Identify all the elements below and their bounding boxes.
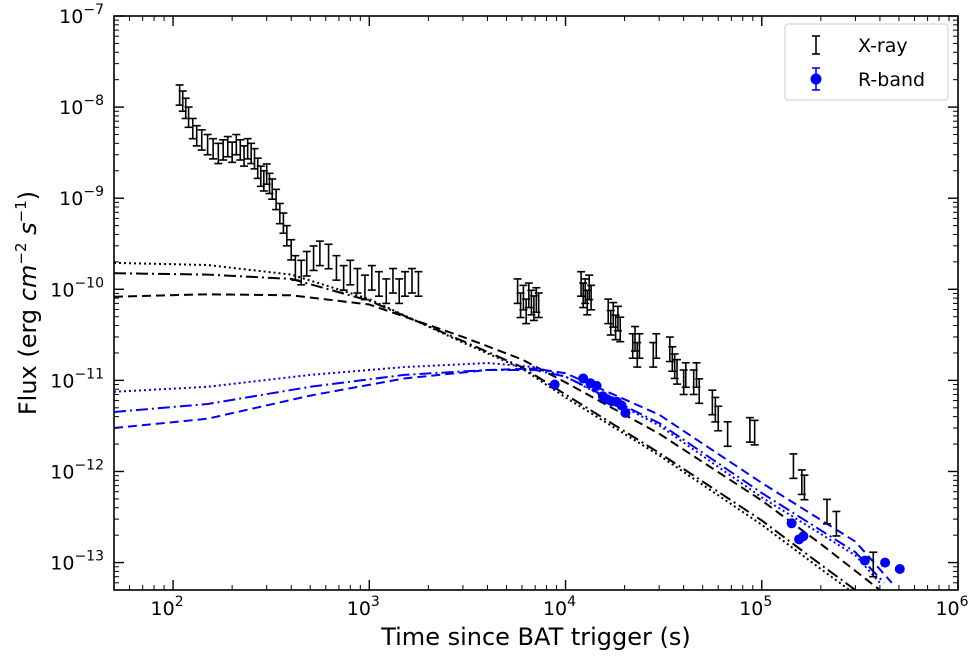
legend-rband-marker xyxy=(810,67,822,91)
rband-point xyxy=(616,400,627,411)
xray-point xyxy=(800,474,809,501)
model-curves xyxy=(113,261,893,591)
xray-point xyxy=(315,240,324,267)
plot-frame xyxy=(113,15,959,591)
xray-point xyxy=(209,137,218,160)
model-curve-black-dashdot xyxy=(113,272,856,591)
model-curve-blue-dotted xyxy=(113,361,881,584)
rband-point xyxy=(798,531,809,542)
x-tick-label: 102 xyxy=(151,594,184,620)
y-tick-label: 10−8 xyxy=(59,93,104,119)
xray-point xyxy=(302,250,311,277)
model-curve-black-dashed xyxy=(113,293,881,591)
y-tick-label: 10−7 xyxy=(59,2,104,28)
xray-point xyxy=(197,129,206,151)
y-tick-label: 10−13 xyxy=(50,549,104,575)
rband-point xyxy=(786,518,797,529)
rband-point xyxy=(578,373,589,384)
xray-point xyxy=(192,124,201,147)
xray-point xyxy=(400,270,409,297)
model-curve-blue-dashed xyxy=(113,367,893,584)
xray-point xyxy=(272,188,281,211)
xray-point xyxy=(407,267,416,294)
xray-point xyxy=(723,421,732,448)
xray-point xyxy=(228,141,237,164)
xray-point xyxy=(635,332,644,360)
axes: 102 103 104 105 106 10−13 10−12 10−11 10−10 10−9 1… xyxy=(50,2,968,620)
xray-point xyxy=(745,416,754,443)
xray-point xyxy=(360,274,369,301)
xray-point xyxy=(869,551,878,578)
legend-xray-label: X-ray xyxy=(858,35,908,57)
rband-point xyxy=(880,557,891,568)
xray-point xyxy=(832,510,841,537)
xray-point xyxy=(374,270,383,297)
xray-point xyxy=(367,264,376,291)
y-tick-label: 10−9 xyxy=(59,184,104,210)
xray-point xyxy=(332,254,341,281)
rband-point xyxy=(620,407,631,418)
y-tick-label: 10−11 xyxy=(50,366,104,392)
xray-point xyxy=(346,259,355,286)
xray-point xyxy=(388,267,397,294)
x-tick-label: 106 xyxy=(935,594,968,620)
xray-point xyxy=(414,270,423,297)
xray-point xyxy=(382,278,391,305)
xray-point xyxy=(534,292,543,319)
xray-point xyxy=(324,243,333,270)
xray-point xyxy=(395,278,404,305)
xray-point xyxy=(616,316,625,343)
xray-point xyxy=(309,245,318,272)
x-axis-title: Time since BAT trigger (s) xyxy=(380,623,691,651)
xray-point xyxy=(714,405,723,432)
xray-point xyxy=(823,498,832,525)
legend-box xyxy=(784,23,949,101)
xray-point xyxy=(219,139,228,161)
legend-xray-marker xyxy=(812,35,820,55)
legend-rband-label: R-band xyxy=(858,69,925,91)
xray-point xyxy=(232,133,241,156)
xray-point xyxy=(287,238,296,261)
xray-point xyxy=(681,361,690,389)
legend: X-ray R-band xyxy=(784,23,949,101)
y-tick-label: 10−12 xyxy=(50,457,104,483)
y-tick-label: 10−10 xyxy=(50,275,104,301)
x-tick-label: 103 xyxy=(347,594,380,620)
xray-point xyxy=(214,142,223,165)
xray-point xyxy=(339,264,348,291)
xray-point xyxy=(673,358,682,385)
rband-point xyxy=(549,379,560,390)
rband-point xyxy=(894,564,905,575)
x-tick-label: 104 xyxy=(543,594,576,620)
xray-point xyxy=(297,259,306,286)
xray-point xyxy=(291,254,300,281)
xray-point xyxy=(695,378,704,405)
xray-point xyxy=(236,139,245,161)
xray-point xyxy=(240,145,249,167)
model-curve-black-dotted xyxy=(113,261,851,591)
xray-point xyxy=(353,267,362,294)
xray-point xyxy=(789,453,798,480)
rband-point xyxy=(859,555,870,566)
data-markers xyxy=(175,84,905,578)
xray-point xyxy=(203,133,212,156)
x-tick-label: 105 xyxy=(739,594,772,620)
xray-point xyxy=(188,117,197,140)
xray-point xyxy=(282,224,291,247)
rband-point xyxy=(591,380,602,391)
xray-point xyxy=(184,106,193,129)
xray-point xyxy=(587,284,596,311)
xray-point xyxy=(223,135,232,158)
xray-point xyxy=(243,137,252,160)
model-curve-blue-dashdot xyxy=(113,369,885,584)
xray-point xyxy=(652,332,661,360)
xray-point xyxy=(750,419,759,446)
y-axis-title: Flux (erg cm−2 s−1) xyxy=(12,191,42,415)
